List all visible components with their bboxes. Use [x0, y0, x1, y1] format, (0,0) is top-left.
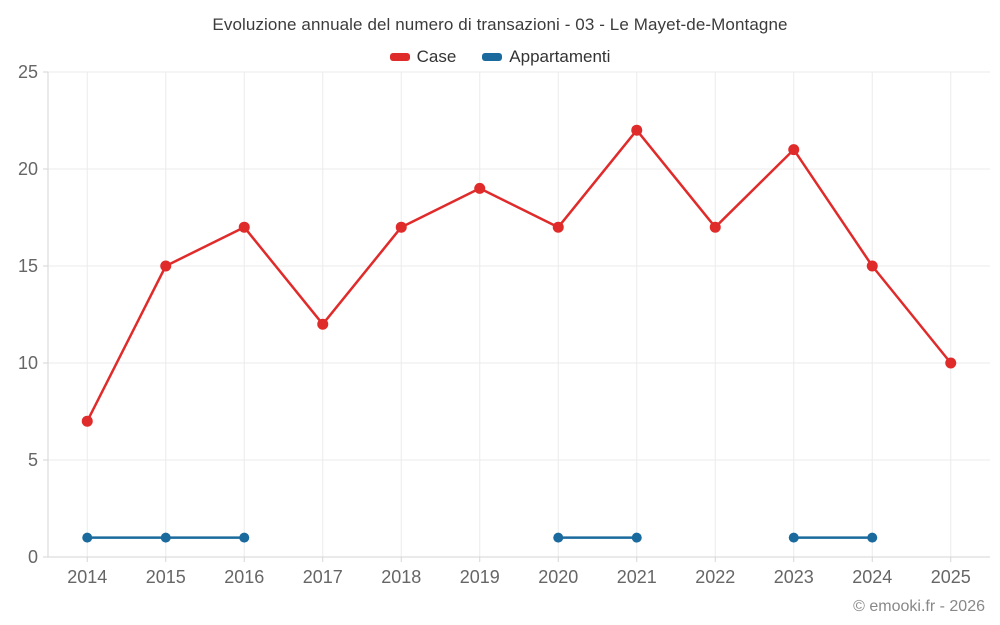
legend: Case Appartamenti: [0, 46, 1000, 68]
case-point[interactable]: [552, 221, 564, 233]
y-tick-label: 25: [18, 62, 38, 82]
y-tick-label: 10: [18, 353, 38, 373]
appartamenti-point[interactable]: [631, 532, 642, 543]
case-point[interactable]: [866, 260, 878, 272]
case-point[interactable]: [945, 357, 957, 369]
case-point[interactable]: [709, 221, 721, 233]
legend-label-appartamenti: Appartamenti: [509, 47, 611, 66]
x-tick-label: 2015: [146, 567, 186, 587]
credit-text: © emooki.fr - 2026: [853, 598, 985, 615]
case-point[interactable]: [238, 221, 250, 233]
x-tick-label: 2017: [303, 567, 343, 587]
y-tick-label: 5: [28, 450, 38, 470]
legend-item-appartamenti[interactable]: Appartamenti: [482, 47, 610, 67]
y-tick-label: 0: [28, 547, 38, 567]
x-tick-label: 2016: [224, 567, 264, 587]
appartamenti-point[interactable]: [788, 532, 799, 543]
case-point[interactable]: [317, 318, 329, 330]
appartamenti-point[interactable]: [82, 532, 93, 543]
case-line: [86, 128, 952, 423]
x-tick-label: 2023: [774, 567, 814, 587]
appartamenti-series-swatch-icon: [482, 53, 503, 61]
appartamenti-point[interactable]: [867, 532, 878, 543]
case-point[interactable]: [788, 144, 800, 156]
case-point[interactable]: [474, 182, 486, 194]
case-point[interactable]: [395, 221, 407, 233]
x-tick-label: 2020: [538, 567, 578, 587]
x-tick-label: 2022: [695, 567, 735, 587]
x-tick-label: 2014: [67, 567, 107, 587]
case-point[interactable]: [160, 260, 172, 272]
chart-title: Evoluzione annuale del numero di transaz…: [212, 15, 788, 34]
case-series-swatch-icon: [389, 53, 410, 61]
case-point[interactable]: [81, 415, 93, 427]
legend-label-case: Case: [416, 47, 457, 66]
legend-item-case[interactable]: Case: [389, 47, 457, 67]
x-tick-label: 2024: [852, 567, 892, 587]
appartamenti-point[interactable]: [160, 532, 171, 543]
x-tick-label: 2021: [617, 567, 657, 587]
x-tick-label: 2025: [931, 567, 971, 587]
case-point[interactable]: [631, 124, 643, 136]
x-tick-label: 2019: [460, 567, 500, 587]
y-tick-label: 15: [18, 256, 38, 276]
appartamenti-point[interactable]: [553, 532, 564, 543]
y-tick-label: 20: [18, 159, 38, 179]
appartamenti-point[interactable]: [239, 532, 250, 543]
x-tick-label: 2018: [381, 567, 421, 587]
